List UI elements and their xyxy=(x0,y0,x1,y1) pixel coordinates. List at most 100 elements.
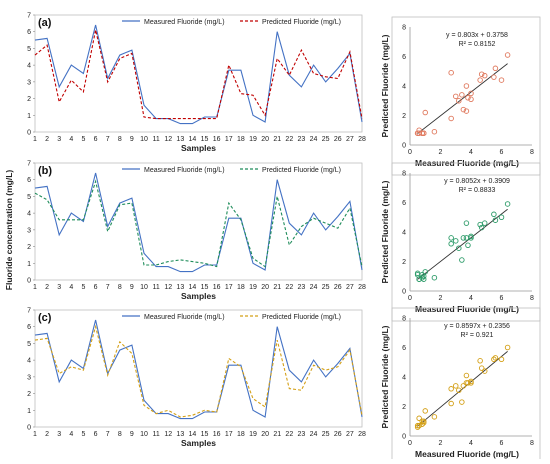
x-tick-label: 18 xyxy=(237,284,245,291)
x-tick-label: 5 xyxy=(81,431,85,438)
x-tick-label: 20 xyxy=(261,431,269,438)
x-tick-label: 21 xyxy=(273,431,281,438)
scatter-point xyxy=(431,128,438,135)
scatter-y-tick-label: 2 xyxy=(402,259,406,266)
series-point-predicted xyxy=(361,415,362,416)
series-point-measured xyxy=(59,234,60,235)
scatter-y-axis-title: Predicted Fluoride (mg/L) xyxy=(380,325,390,428)
series-point-predicted xyxy=(95,29,96,30)
scatter-point xyxy=(416,127,422,133)
series-point-measured xyxy=(277,326,278,327)
series-point-predicted xyxy=(349,51,350,52)
scatter-panel-frame xyxy=(391,307,541,464)
scatter-point xyxy=(478,71,485,77)
scatter-point xyxy=(477,77,483,83)
scatter-y-tick-label: 4 xyxy=(402,230,406,237)
series-point-measured xyxy=(34,334,35,335)
scatter-y-tick-label: 0 xyxy=(402,143,406,150)
scatter-x-tick-label: 4 xyxy=(469,295,473,302)
series-point-measured xyxy=(59,86,60,87)
x-tick-label: 27 xyxy=(346,431,354,438)
series-point-measured xyxy=(34,39,35,40)
scatter-x-tick-label: 0 xyxy=(408,440,412,447)
series-point-predicted xyxy=(240,219,241,220)
scatter-y-axis-title: Predicted Fluoride (mg/L) xyxy=(380,34,390,137)
scatter-point xyxy=(492,355,499,361)
y-tick-label: 6 xyxy=(27,29,31,36)
x-tick-label: 11 xyxy=(152,431,159,438)
series-point-predicted xyxy=(156,264,157,265)
scatter-point xyxy=(460,235,467,241)
scatter-point xyxy=(414,422,421,429)
x-tick-label: 25 xyxy=(322,284,330,291)
series-point-predicted xyxy=(180,118,181,119)
x-tick-label: 4 xyxy=(69,136,73,143)
scatter-x-tick-label: 8 xyxy=(530,149,534,156)
series-point-predicted xyxy=(337,366,338,367)
x-tick-label: 23 xyxy=(298,136,306,143)
x-tick-label: 7 xyxy=(106,136,110,143)
scatter-point xyxy=(463,235,470,241)
line-plot-frame xyxy=(34,14,363,133)
x-tick-label: 19 xyxy=(249,136,257,143)
x-tick-label: 28 xyxy=(358,431,366,438)
series-point-measured xyxy=(252,263,253,264)
series-point-predicted xyxy=(180,416,181,417)
series-point-measured xyxy=(180,271,181,272)
scatter-point xyxy=(468,378,474,385)
x-tick-label: 1 xyxy=(33,431,37,438)
x-tick-label: 18 xyxy=(237,431,245,438)
scatter-y-tick-label: 2 xyxy=(402,404,406,411)
series-point-predicted xyxy=(83,91,84,92)
series-point-predicted xyxy=(168,261,169,262)
series-point-measured xyxy=(265,269,266,270)
x-tick-label: 2 xyxy=(45,284,49,291)
series-point-measured xyxy=(337,216,338,217)
y-tick-label: 1 xyxy=(27,261,31,268)
series-point-predicted xyxy=(289,75,290,76)
series-point-measured xyxy=(156,266,157,267)
x-tick-label: 15 xyxy=(201,136,209,143)
series-point-predicted xyxy=(240,93,241,94)
series-point-measured xyxy=(313,65,314,66)
scatter-point xyxy=(416,130,422,136)
r-squared-label: R² = 0.8833 xyxy=(459,187,496,194)
x-tick-label: 10 xyxy=(140,136,148,143)
series-line-predicted xyxy=(34,29,363,120)
series-point-predicted xyxy=(156,413,157,414)
series-point-measured xyxy=(361,121,362,122)
scatter-y-tick-label: 6 xyxy=(402,345,406,352)
series-point-measured xyxy=(143,400,144,401)
series-point-measured xyxy=(143,105,144,106)
scatter-x-tick-label: 6 xyxy=(500,295,504,302)
series-point-predicted xyxy=(277,58,278,59)
x-tick-label: 23 xyxy=(298,431,306,438)
x-tick-label: 2 xyxy=(45,136,49,143)
x-tick-label: 10 xyxy=(140,431,148,438)
series-point-measured xyxy=(252,410,253,411)
series-point-measured xyxy=(204,116,205,117)
scatter-x-tick-label: 0 xyxy=(408,149,412,156)
regression-equation: y = 0.8597x + 0.2356 xyxy=(444,323,510,330)
x-tick-label: 9 xyxy=(130,431,134,438)
series-point-predicted xyxy=(95,326,96,327)
scatter-point xyxy=(459,92,465,98)
series-point-predicted xyxy=(277,196,278,197)
y-tick-label: 0 xyxy=(27,425,31,432)
scatter-point xyxy=(420,419,427,426)
scatter-point xyxy=(492,65,499,72)
legend-label-predicted: Predicted Fluoride (mg/L) xyxy=(262,314,341,321)
series-point-measured xyxy=(349,348,350,349)
series-point-predicted xyxy=(71,219,72,220)
y-tick-label: 5 xyxy=(27,341,31,348)
regression-equation: y = 0.8052x + 0.3909 xyxy=(444,178,510,185)
scatter-y-tick-label: 4 xyxy=(402,84,406,91)
series-point-predicted xyxy=(107,375,108,376)
x-tick-label: 14 xyxy=(189,284,197,291)
series-point-predicted xyxy=(47,44,48,45)
series-point-measured xyxy=(47,186,48,187)
x-tick-label: 6 xyxy=(94,284,98,291)
y-tick-label: 7 xyxy=(27,13,31,20)
scatter-x-tick-label: 4 xyxy=(469,149,473,156)
